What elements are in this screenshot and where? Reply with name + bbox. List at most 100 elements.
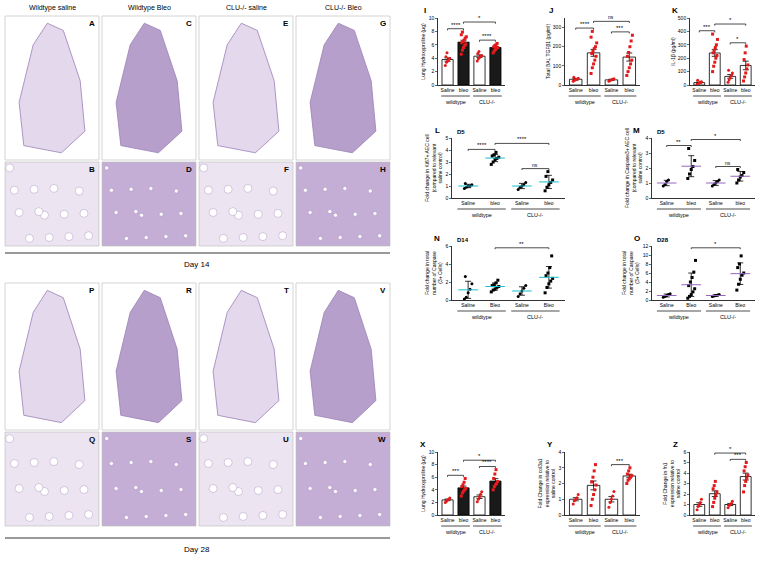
svg-text:***: *** [616,25,624,31]
svg-text:5: 5 [445,135,448,141]
svg-text:2: 2 [558,480,561,486]
svg-text:bleo: bleo [490,200,500,206]
svg-text:4: 4 [645,135,648,141]
svg-text:Fold change in totalnumber of: Fold change in totalnumber of Caspase(3+… [621,251,640,295]
svg-text:Bleo: Bleo [686,302,696,308]
svg-text:2: 2 [645,165,648,171]
svg-text:Bleo: Bleo [490,302,500,308]
svg-text:H: H [380,165,386,174]
svg-text:3: 3 [558,465,561,471]
svg-text:Saline: Saline [692,517,706,523]
svg-text:0: 0 [431,512,434,518]
svg-text:bleo: bleo [710,87,720,93]
svg-text:0: 0 [445,297,448,303]
svg-text:***: *** [703,24,711,30]
svg-text:3: 3 [683,480,686,486]
svg-text:I: I [424,6,426,15]
svg-text:U: U [283,435,289,444]
svg-text:1: 1 [645,180,648,186]
svg-text:Saline: Saline [473,87,487,93]
svg-text:6: 6 [683,449,686,455]
svg-text:2: 2 [683,491,686,497]
svg-text:****: **** [580,21,590,27]
svg-text:bleo: bleo [625,87,635,93]
svg-text:V: V [380,286,386,295]
svg-text:CLU-/- saline: CLU-/- saline [226,4,267,11]
svg-text:bleo: bleo [625,517,635,523]
svg-text:5: 5 [683,459,686,465]
svg-text:0: 0 [683,512,686,518]
svg-text:**: ** [676,139,681,145]
svg-text:wildtype: wildtype [697,99,718,105]
svg-text:Saline: Saline [660,200,674,206]
svg-text:D: D [186,165,192,174]
svg-text:ns: ns [532,162,538,168]
svg-text:Z: Z [673,440,678,449]
svg-text:wildtype: wildtype [574,529,595,535]
svg-text:CLU-/-: CLU-/- [527,212,543,218]
svg-text:CLU-/-: CLU-/- [612,99,628,105]
svg-text:wildtype: wildtype [471,212,492,218]
svg-text:6: 6 [645,270,648,276]
svg-text:bleo: bleo [491,517,501,523]
svg-text:N: N [434,234,440,243]
svg-text:Saline: Saline [569,517,583,523]
svg-text:A: A [89,19,95,28]
svg-text:*: * [729,17,732,23]
svg-text:Saline: Saline [515,200,529,206]
svg-text:bleo: bleo [459,87,469,93]
svg-text:500: 500 [678,15,687,21]
svg-text:2: 2 [445,279,448,285]
svg-text:0: 0 [645,297,648,303]
svg-text:0: 0 [558,82,561,88]
svg-text:Day 14: Day 14 [184,260,210,269]
svg-text:bleo: bleo [741,517,751,523]
svg-text:CLU-/-: CLU-/- [730,529,746,535]
svg-text:4: 4 [445,147,448,153]
svg-text:0: 0 [445,195,448,201]
svg-text:IL-1β (pg/ml): IL-1β (pg/ml) [670,37,676,66]
svg-text:S: S [186,435,192,444]
svg-text:bleo: bleo [589,87,599,93]
svg-text:3: 3 [645,150,648,156]
svg-text:3: 3 [445,159,448,165]
svg-text:CLU-/-: CLU-/- [479,529,495,535]
svg-text:Saline: Saline [660,302,674,308]
svg-text:Bleo: Bleo [544,302,554,308]
svg-text:****: **** [482,33,492,39]
svg-text:Fold change in totalnumber of: Fold change in totalnumber of Caspase(3+… [424,251,443,295]
svg-text:1: 1 [558,496,561,502]
svg-text:4: 4 [558,449,561,455]
svg-text:Fold Change in fn1expression r: Fold Change in fn1expression relative to… [662,460,681,507]
svg-text:*: * [478,15,481,21]
svg-text:bleo: bleo [736,200,746,206]
svg-text:Lung Hydroxyproline (µg): Lung Hydroxyproline (µg) [420,455,426,512]
svg-text:**: ** [519,241,524,247]
svg-text:Saline: Saline [515,302,529,308]
svg-text:Saline: Saline [723,517,737,523]
svg-text:bleo: bleo [589,517,599,523]
svg-text:Wildtype saline: Wildtype saline [29,4,76,12]
svg-text:Lung Hydroxyproline (µg): Lung Hydroxyproline (µg) [420,23,426,80]
svg-text:ns: ns [725,160,731,166]
svg-text:0: 0 [645,195,648,201]
svg-text:D14: D14 [457,237,469,243]
svg-text:2: 2 [445,171,448,177]
svg-text:Saline: Saline [461,302,475,308]
svg-text:8: 8 [431,28,434,34]
svg-text:200: 200 [678,55,687,61]
svg-text:D5: D5 [657,129,665,135]
svg-text:CLU-/-: CLU-/- [730,99,746,105]
svg-text:Saline: Saline [604,87,618,93]
svg-text:Saline: Saline [461,200,475,206]
svg-text:CLU-/-: CLU-/- [720,212,736,218]
svg-text:*: * [729,446,732,452]
svg-text:10: 10 [429,15,435,21]
svg-text:200: 200 [553,43,562,49]
svg-text:F: F [284,165,289,174]
svg-text:CLU-/-: CLU-/- [612,529,628,535]
svg-text:6: 6 [431,474,434,480]
svg-text:wildtype: wildtype [668,212,689,218]
svg-text:Saline: Saline [604,517,618,523]
svg-text:E: E [283,19,289,28]
